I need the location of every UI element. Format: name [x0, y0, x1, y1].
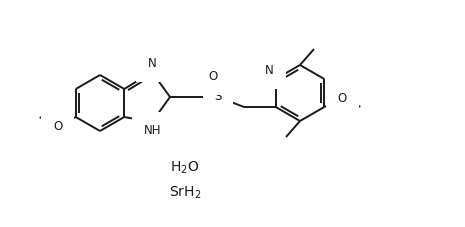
Text: N: N — [147, 57, 156, 70]
Text: $\mathregular{SrH_2}$: $\mathregular{SrH_2}$ — [169, 185, 201, 201]
Text: N: N — [265, 64, 274, 77]
Text: O: O — [208, 71, 218, 84]
Text: $\mathregular{H_2O}$: $\mathregular{H_2O}$ — [170, 160, 199, 176]
Text: NH: NH — [144, 124, 162, 137]
Text: O: O — [53, 119, 62, 133]
Text: O: O — [338, 91, 347, 104]
Text: S: S — [214, 91, 222, 104]
